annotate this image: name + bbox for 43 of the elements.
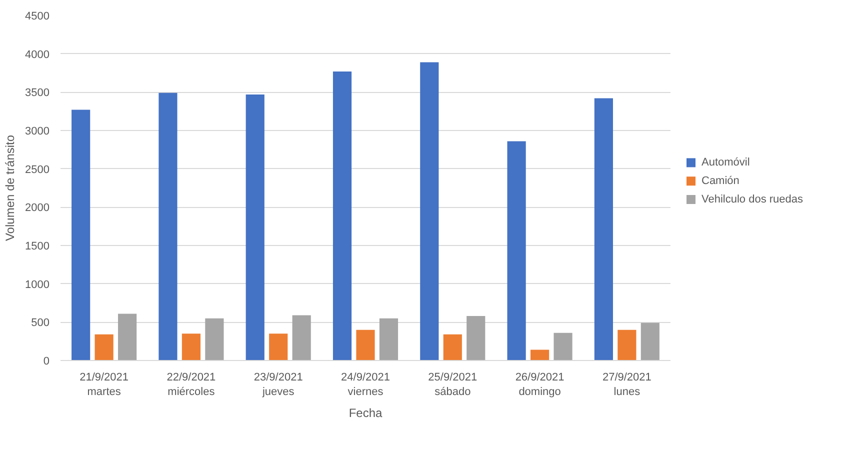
x-tick-label: 23/9/2021 jueves	[254, 372, 303, 398]
x-axis-title: Fecha	[348, 406, 382, 420]
bar	[554, 332, 572, 360]
x-tick-label: 25/9/2021 sábado	[428, 372, 478, 398]
bar	[94, 334, 114, 360]
bar	[118, 314, 137, 360]
bar	[205, 318, 224, 360]
legend-label: Automóvil	[702, 156, 750, 169]
x-tick-label: 21/9/2021 martes	[80, 372, 129, 398]
bar	[443, 334, 462, 360]
y-tick-label: 1000	[25, 278, 50, 291]
bar	[292, 315, 311, 360]
x-tick-label: 22/9/2021 miércoles	[166, 372, 216, 398]
bar	[640, 322, 660, 360]
y-tick-label: 500	[31, 317, 50, 330]
x-tick-label: 26/9/2021 domingo	[515, 372, 564, 398]
y-tick-label: 2000	[25, 202, 50, 214]
bar	[420, 62, 439, 360]
y-tick-label: 0	[43, 356, 50, 368]
bar	[507, 141, 526, 360]
bar	[269, 334, 288, 360]
y-tick-label: 4000	[25, 48, 50, 61]
bar	[379, 318, 398, 360]
bar	[530, 350, 550, 360]
bar	[332, 71, 352, 360]
bar	[356, 330, 375, 360]
legend-label: Vehilculo dos ruedas	[702, 194, 804, 206]
y-axis-title: Volumen de tránsito	[3, 134, 18, 242]
bar	[72, 110, 90, 360]
legend-label: Camión	[702, 175, 740, 188]
bar	[594, 98, 613, 360]
bar	[158, 92, 178, 360]
y-tick-label: 2500	[25, 164, 50, 176]
bar	[466, 316, 486, 360]
y-tick-label: 3500	[25, 87, 50, 100]
bar	[246, 94, 264, 360]
y-tick-label: 4500	[25, 10, 50, 22]
y-tick-label: 1500	[25, 240, 50, 252]
x-tick-label: 24/9/2021 viernes	[341, 372, 390, 398]
bar	[618, 330, 636, 360]
x-tick-label: 27/9/2021 lunes	[602, 372, 652, 398]
bar	[182, 334, 201, 360]
y-tick-label: 3000	[25, 126, 50, 138]
